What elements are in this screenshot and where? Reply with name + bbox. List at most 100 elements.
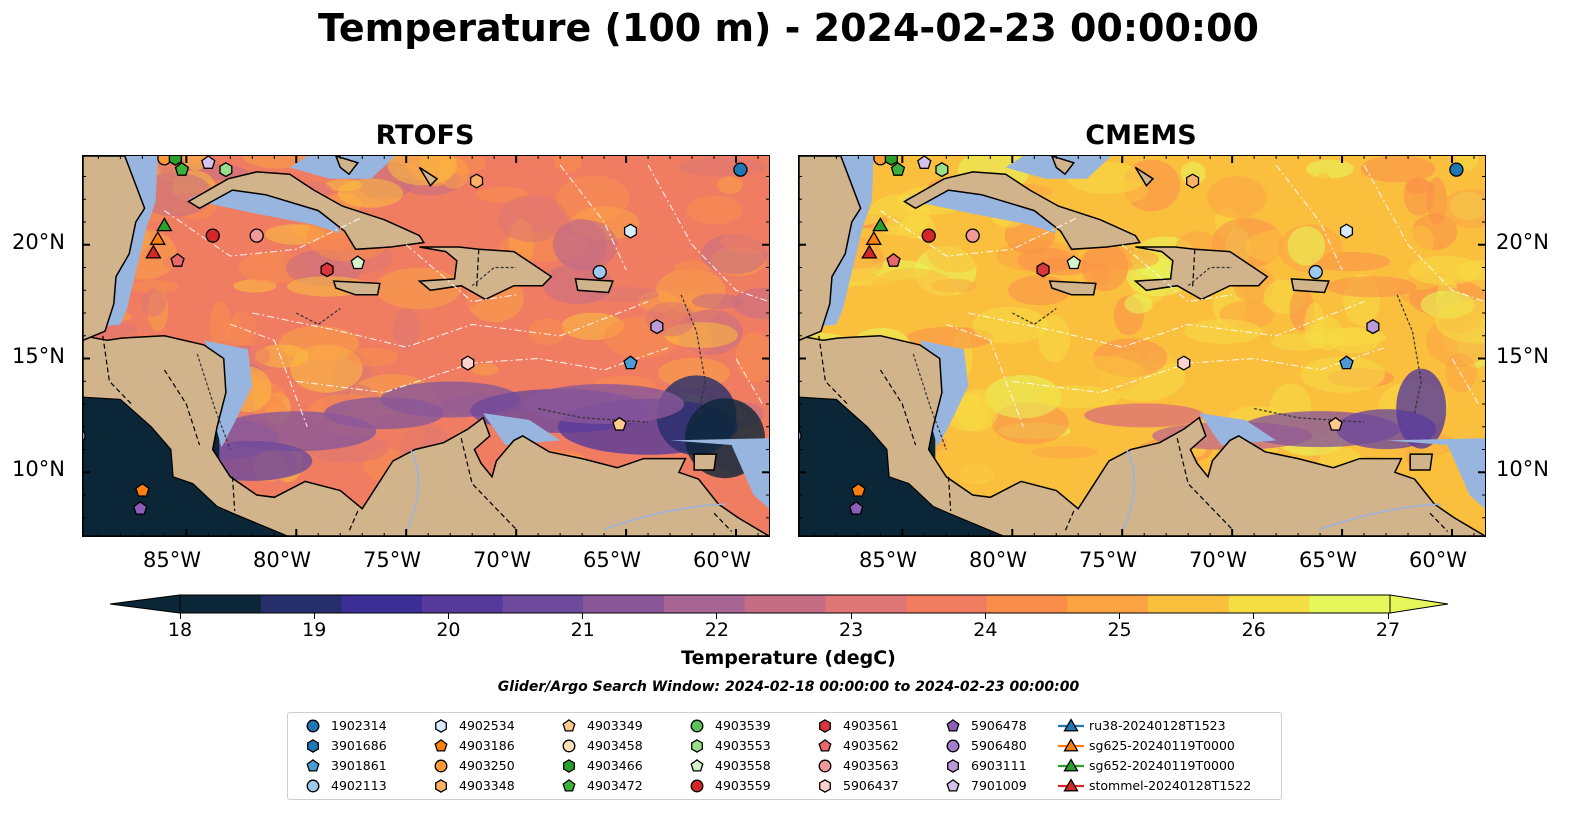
landmass [1134,166,1155,187]
legend-label: 4903472 [587,778,643,793]
legend-hexagon-marker [947,759,959,773]
legend-circle-marker [562,739,576,753]
colorbar-segment [1228,595,1310,613]
map-marker-triangle [872,217,889,232]
colorbar-segment [583,595,665,613]
landmass [1051,156,1076,176]
map-marker-pentagon [612,416,627,431]
lat-label-20n-right: 20°N [1496,230,1549,254]
lon-label-80w-right: 80°W [969,548,1027,572]
map-marker-pentagon [890,161,906,176]
colorbar-segment [422,595,504,613]
legend-label: 4903559 [715,778,771,793]
map-marker-circle [592,264,607,280]
legend-pentagon-marker [562,779,576,792]
map-marker-hexagon [1366,319,1380,335]
landmass [83,156,146,342]
legend-label: 4903562 [843,738,899,753]
legend-label: 4903349 [587,718,643,733]
legend-circle-marker [306,719,320,733]
colorbar-tick-label: 26 [1241,619,1266,641]
legend-hexagon-marker [691,739,703,753]
map-marker-pentagon [201,156,216,169]
map-marker-triangle [156,217,173,232]
colorbar-tick-label: 24 [973,619,998,641]
legend-hexagon-marker [819,719,831,733]
landmass [187,171,426,251]
legend-label: ru38-20240128T1523 [1089,718,1226,733]
landmass [418,166,439,187]
legend-label: 1902314 [331,718,387,733]
lon-label-60w-right: 60°W [1409,548,1467,572]
landmass [799,335,1485,536]
lat-label-20n: 20°N [12,230,65,254]
colorbar-tick-label: 25 [1107,619,1132,641]
map-marker-triangle [149,230,166,245]
legend-hexagon-marker [435,719,447,733]
landmass [693,453,718,471]
map-marker-circle [733,162,748,177]
map-marker-hexagon [168,156,182,166]
lon-label-70w-right: 70°W [1189,548,1247,572]
map-marker-pentagon [848,501,864,515]
map-marker-pentagon [350,255,366,270]
lon-label-85w: 85°W [143,548,201,572]
map-marker-hexagon [461,355,475,371]
map-marker-hexagon [935,162,949,178]
map-marker-circle [921,228,936,243]
figure-title: Temperature (100 m) - 2024-02-23 00:00:0… [317,6,1259,50]
legend-label: 3901861 [331,758,387,773]
colorbar-tick-label: 19 [302,619,327,641]
colorbar-segment [341,595,423,613]
colorbar-segment [1309,595,1391,613]
legend-label: 7901009 [971,778,1027,793]
legend-pentagon-marker [562,719,576,732]
lon-label-85w-right: 85°W [859,548,917,572]
lon-label-75w: 75°W [363,548,421,572]
map-marker-pentagon [170,252,185,267]
colorbar-tick-label: 18 [167,619,193,641]
map-marker-hexagon [1036,262,1050,278]
legend-hexagon-marker [819,779,831,793]
colorbar-extend-min [110,594,181,614]
landmass [1048,280,1097,296]
float-markers [799,156,1464,515]
map-marker-hexagon [470,173,484,189]
colorbar-tick-mark [1119,613,1121,619]
colorbar-tick-label: 21 [570,619,595,641]
legend-hexagon-marker [307,739,319,753]
legend-label: 4902113 [331,778,387,793]
shelf [483,413,561,445]
legend-circle-marker [306,779,320,793]
legend-label: 4903250 [459,758,515,773]
lon-label-65w-right: 65°W [1299,548,1357,572]
landmass [903,171,1142,251]
map-marker-hexagon [884,156,898,166]
map-marker-hexagon [320,262,334,278]
legend-hexagon-marker [435,779,447,793]
shelf [670,438,769,509]
legend-label: 5906437 [843,778,899,793]
landmass [335,156,360,176]
legend-label: 4903539 [715,718,771,733]
lon-label-60w: 60°W [693,548,751,572]
lat-label-10n: 10°N [12,457,65,481]
colorbar-label: Temperature (degC) [681,647,896,669]
landmass [1290,278,1330,294]
legend-label: 3901686 [331,738,387,753]
legend-label: 4903561 [843,718,899,733]
colorbar-segment [502,595,584,613]
map-rtofs [82,155,770,537]
map-marker-pentagon [132,501,148,515]
legend-pentagon-marker [306,759,320,772]
landmass [83,335,769,536]
colorbar-tick-mark [582,613,584,619]
shelf [904,185,1057,234]
colorbar-tick-mark [1387,613,1389,619]
legend-triangle-marker [1063,738,1079,752]
shelf [1199,413,1277,445]
legend-label: 4903466 [587,758,643,773]
legend-label: 4903563 [843,758,899,773]
legend-circle-marker [434,759,448,773]
legend-label: sg625-20240119T0000 [1089,738,1235,753]
